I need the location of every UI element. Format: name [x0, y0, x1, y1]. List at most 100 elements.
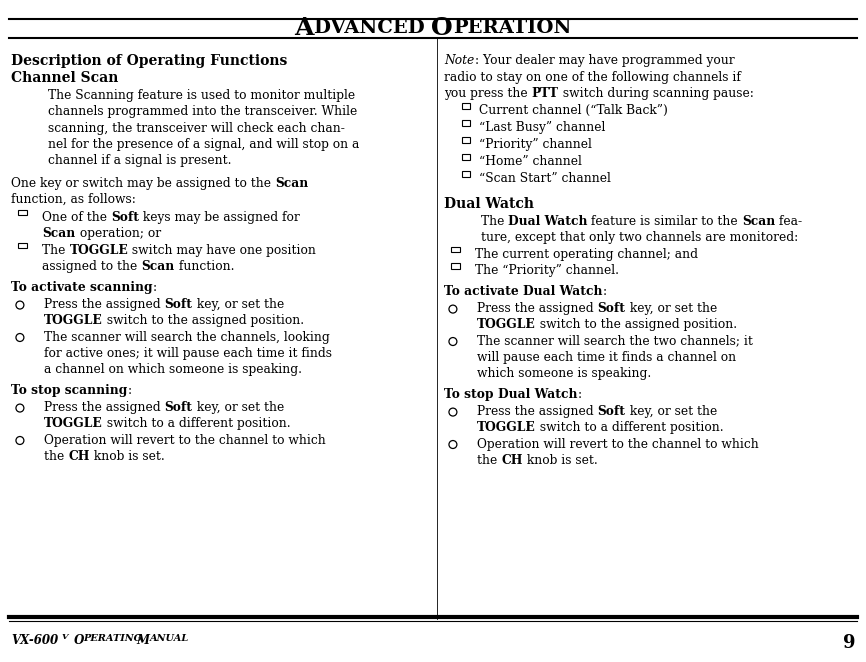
Bar — [462, 103, 470, 109]
Text: assigned to the: assigned to the — [42, 260, 141, 273]
Text: M: M — [137, 634, 150, 647]
Text: To activate scanning: To activate scanning — [11, 281, 153, 294]
Text: PERATION: PERATION — [453, 19, 572, 38]
Text: One key or switch may be assigned to the: One key or switch may be assigned to the — [11, 177, 275, 189]
Text: Scan: Scan — [141, 260, 175, 273]
Text: switch to a different position.: switch to a different position. — [536, 422, 723, 434]
Text: Soft: Soft — [165, 299, 192, 311]
Ellipse shape — [449, 440, 457, 448]
Text: One of the: One of the — [42, 211, 112, 224]
Text: key, or set the: key, or set the — [192, 299, 284, 311]
Text: channel if a signal is present.: channel if a signal is present. — [48, 154, 231, 167]
Text: function.: function. — [175, 260, 235, 273]
Text: V: V — [61, 633, 68, 641]
Text: O: O — [431, 17, 453, 40]
Text: :: : — [603, 285, 607, 299]
Text: Dual Watch: Dual Watch — [498, 388, 578, 401]
Text: Scan: Scan — [42, 227, 75, 240]
Text: radio to stay on one of the following channels if: radio to stay on one of the following ch… — [444, 70, 741, 83]
Ellipse shape — [16, 334, 24, 342]
Text: Soft: Soft — [165, 401, 192, 414]
Text: you press the: you press the — [444, 87, 532, 100]
Text: PTT: PTT — [532, 87, 559, 100]
Text: ANUAL: ANUAL — [150, 634, 189, 643]
Text: Note: Note — [444, 54, 475, 68]
Text: will pause each time it finds a channel on: will pause each time it finds a channel … — [477, 351, 736, 364]
Text: operation; or: operation; or — [75, 227, 161, 240]
Text: function, as follows:: function, as follows: — [11, 193, 136, 206]
Text: “Last Busy” channel: “Last Busy” channel — [479, 120, 605, 134]
Text: keys may be assigned for: keys may be assigned for — [139, 211, 300, 224]
Text: for active ones; it will pause each time it finds: for active ones; it will pause each time… — [44, 347, 333, 360]
Text: The current operating channel; and: The current operating channel; and — [475, 248, 699, 261]
Text: knob is set.: knob is set. — [523, 454, 598, 467]
Text: channels programmed into the transceiver. While: channels programmed into the transceiver… — [48, 105, 357, 118]
Text: which someone is speaking.: which someone is speaking. — [477, 367, 651, 380]
Text: The scanner will search the channels, looking: The scanner will search the channels, lo… — [44, 331, 330, 344]
Bar — [451, 247, 460, 252]
Text: A: A — [294, 17, 314, 40]
Bar — [462, 171, 470, 177]
Ellipse shape — [449, 305, 457, 313]
Text: switch to the assigned position.: switch to the assigned position. — [103, 314, 304, 328]
Text: Press the assigned: Press the assigned — [477, 405, 598, 418]
Text: Dual Watch: Dual Watch — [507, 214, 587, 228]
Text: 9: 9 — [843, 634, 856, 652]
Text: nel for the presence of a signal, and will stop on a: nel for the presence of a signal, and wi… — [48, 138, 359, 151]
Text: :: : — [127, 384, 132, 397]
Text: Channel Scan: Channel Scan — [11, 71, 119, 85]
Bar — [462, 154, 470, 160]
Text: ture, except that only two channels are monitored:: ture, except that only two channels are … — [481, 231, 798, 244]
Text: switch to a different position.: switch to a different position. — [103, 418, 290, 430]
Text: the: the — [44, 450, 68, 463]
Text: :: : — [578, 388, 582, 401]
Text: Press the assigned: Press the assigned — [44, 401, 165, 414]
Text: key, or set the: key, or set the — [192, 401, 284, 414]
Text: O: O — [70, 634, 85, 647]
Text: Dual Watch: Dual Watch — [523, 285, 603, 299]
Ellipse shape — [16, 301, 24, 309]
Text: PERATING: PERATING — [83, 634, 145, 643]
Text: To stop scanning: To stop scanning — [11, 384, 127, 397]
Bar — [462, 120, 470, 126]
Text: switch may have one position: switch may have one position — [128, 244, 316, 257]
Text: Description of Operating Functions: Description of Operating Functions — [11, 54, 288, 68]
Text: Press the assigned: Press the assigned — [477, 303, 598, 315]
Text: key, or set the: key, or set the — [625, 405, 717, 418]
Text: The: The — [481, 214, 507, 228]
Text: feature is similar to the: feature is similar to the — [587, 214, 742, 228]
Text: TOGGLE: TOGGLE — [477, 422, 536, 434]
Text: the: the — [477, 454, 501, 467]
Text: CH: CH — [501, 454, 523, 467]
Text: switch to the assigned position.: switch to the assigned position. — [536, 318, 737, 332]
Text: scanning, the transceiver will check each chan-: scanning, the transceiver will check eac… — [48, 122, 345, 134]
Bar — [18, 243, 27, 248]
Text: DVANCED: DVANCED — [314, 19, 431, 38]
Text: Operation will revert to the channel to which: Operation will revert to the channel to … — [44, 434, 326, 447]
Text: TOGGLE: TOGGLE — [44, 314, 103, 328]
Text: Soft: Soft — [598, 303, 625, 315]
Text: The Scanning feature is used to monitor multiple: The Scanning feature is used to monitor … — [48, 89, 355, 102]
Text: VX-600: VX-600 — [11, 634, 58, 647]
Text: Soft: Soft — [112, 211, 139, 224]
Text: CH: CH — [68, 450, 90, 463]
Ellipse shape — [16, 436, 24, 444]
Text: Operation will revert to the channel to which: Operation will revert to the channel to … — [477, 438, 759, 451]
Bar — [462, 137, 470, 143]
Text: TOGGLE: TOGGLE — [44, 418, 103, 430]
Text: “Home” channel: “Home” channel — [479, 155, 582, 168]
Text: : Your dealer may have programmed your: : Your dealer may have programmed your — [475, 54, 734, 68]
Text: key, or set the: key, or set the — [625, 303, 717, 315]
Text: Current channel (“Talk Back”): Current channel (“Talk Back”) — [479, 104, 668, 117]
Bar — [451, 263, 460, 269]
Text: TOGGLE: TOGGLE — [477, 318, 536, 332]
Text: Scan: Scan — [275, 177, 308, 189]
Text: To stop: To stop — [444, 388, 498, 401]
Text: switch during scanning pause:: switch during scanning pause: — [559, 87, 753, 100]
Text: Soft: Soft — [598, 405, 625, 418]
Text: fea-: fea- — [775, 214, 802, 228]
Ellipse shape — [449, 338, 457, 346]
Text: The scanner will search the two channels; it: The scanner will search the two channels… — [477, 335, 753, 348]
Text: The “Priority” channel.: The “Priority” channel. — [475, 264, 619, 277]
Text: To activate: To activate — [444, 285, 523, 299]
